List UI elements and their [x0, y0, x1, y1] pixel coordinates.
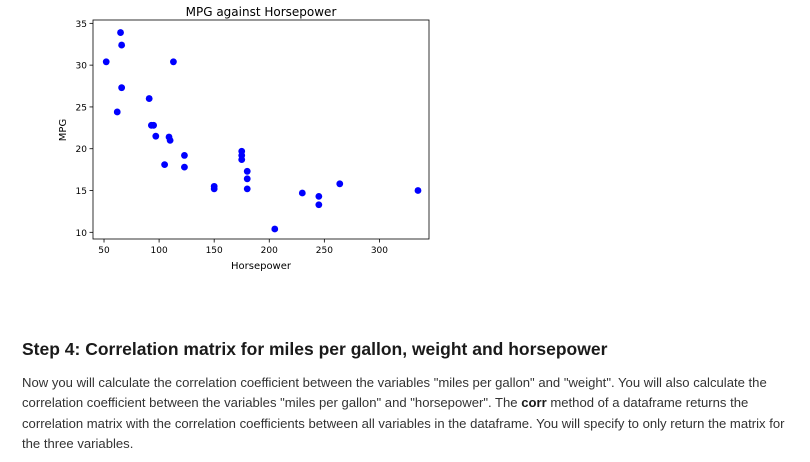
section-heading: Step 4: Correlation matrix for miles per…: [22, 339, 608, 359]
x-tick-label: 300: [371, 246, 388, 256]
scatter-chart: MPG against Horsepower 10 15 20 25 30 35 50 10…: [0, 0, 440, 285]
y-tick-label: 10: [76, 229, 88, 239]
section-paragraph: Now you will calculate the correlation c…: [22, 373, 804, 455]
data-point: [315, 201, 323, 209]
data-point: [150, 121, 157, 129]
x-tick-label: 200: [261, 246, 278, 256]
chart-title: MPG against Horsepower: [186, 5, 337, 19]
corr-method-name: corr: [521, 395, 547, 411]
data-point: [336, 180, 344, 188]
data-point: [117, 29, 124, 36]
x-tick-label: 250: [316, 246, 333, 256]
scatter-points: [102, 29, 422, 233]
data-point: [161, 161, 169, 169]
data-point: [238, 156, 246, 163]
y-axis: 10 15 20 25 30 35: [76, 20, 93, 239]
y-axis-label: MPG: [58, 119, 69, 141]
y-tick-label: 35: [76, 20, 87, 30]
data-point: [210, 185, 218, 193]
y-tick-label: 15: [76, 187, 87, 197]
data-point: [152, 132, 160, 140]
x-axis: 50 100 150 200 250 300: [98, 239, 388, 256]
data-point: [414, 187, 422, 194]
paragraph-text-1: Now you will calculate the correlation c…: [22, 375, 767, 411]
x-tick-label: 150: [206, 246, 223, 256]
data-point: [181, 152, 188, 159]
data-point: [113, 108, 121, 116]
paragraph-text-2: method of a dataframe returns the correl…: [22, 395, 785, 452]
x-tick-label: 50: [98, 246, 110, 256]
y-tick-label: 20: [76, 145, 88, 155]
data-point: [102, 58, 110, 66]
data-point: [271, 225, 279, 233]
x-axis-label: Horsepower: [231, 261, 292, 272]
data-point: [315, 192, 323, 200]
data-point: [243, 175, 251, 183]
data-point: [243, 167, 251, 175]
data-point: [243, 185, 251, 193]
axes-frame: [92, 19, 430, 240]
chart-svg: MPG against Horsepower 10 15 20 25 30 35 50 10…: [58, 5, 430, 272]
data-point: [118, 84, 126, 92]
y-tick-label: 25: [76, 103, 87, 113]
data-point: [166, 136, 174, 144]
y-tick-label: 30: [76, 62, 88, 72]
x-tick-label: 100: [151, 246, 168, 256]
data-point: [118, 41, 126, 49]
data-point: [145, 95, 153, 102]
data-point: [298, 189, 306, 197]
data-point: [170, 58, 177, 66]
data-point: [181, 163, 188, 171]
